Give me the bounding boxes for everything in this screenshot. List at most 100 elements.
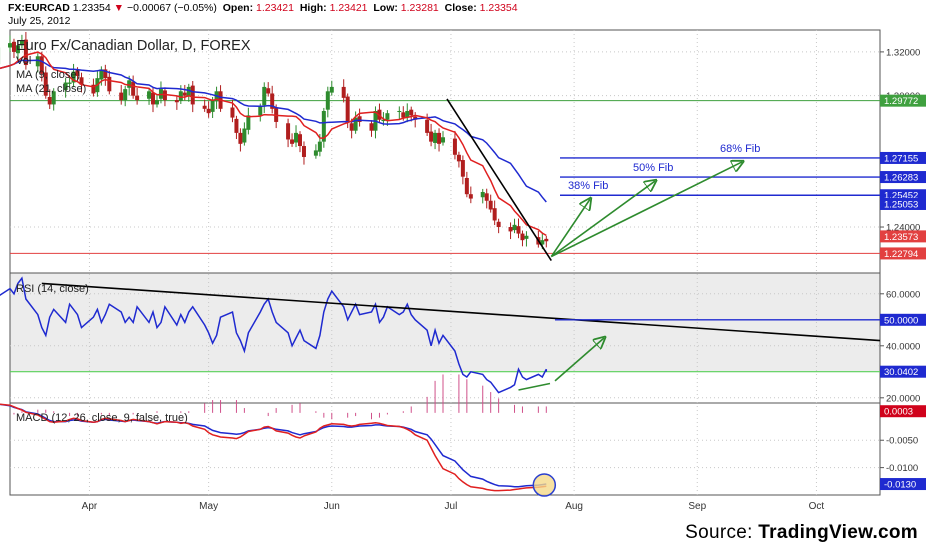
candle-up [262, 86, 267, 106]
candle-up [381, 119, 386, 122]
candle-down [401, 112, 406, 118]
annotation-layer: 38% Fib 50% Fib 68% Fib [41, 98, 881, 391]
price-change: −0.00067 (−0.05%) [126, 2, 217, 14]
candle-up [67, 82, 72, 84]
candle-down [75, 70, 80, 76]
candle-down [409, 109, 414, 116]
axis-value-box [880, 151, 926, 164]
candle-down [43, 72, 48, 96]
axis-value-text: 1.22794 [884, 249, 918, 260]
axis-value-text: -0.0130 [884, 480, 916, 491]
candle-up [71, 71, 76, 83]
candle-up [317, 141, 322, 152]
ma21-line [0, 59, 547, 203]
price-tick-label: 1.24000 [886, 223, 920, 234]
candle-down [270, 93, 275, 109]
axis-value-text: 1.26283 [884, 173, 918, 184]
candle-up [294, 132, 299, 143]
fib-level-label: 38% Fib [568, 180, 608, 192]
rsi-line [0, 276, 548, 394]
candle-down [369, 123, 374, 131]
candle-down [286, 123, 291, 140]
candle-down [103, 69, 108, 79]
high-value: 1.23421 [329, 2, 368, 14]
rsi-pane-title: RSI (14, close) [16, 283, 89, 295]
rsi-tick-label: 20.0000 [886, 393, 920, 404]
axis-value-text: 1.23573 [884, 232, 918, 243]
candle-down [190, 85, 195, 105]
macd-tick-label: -0.0050 [886, 436, 918, 447]
candle-up [329, 86, 334, 93]
low-label: Low: [373, 2, 398, 14]
candle-down [230, 107, 235, 118]
candle-up [8, 43, 12, 48]
candle-up [433, 132, 438, 143]
candle-up [15, 45, 20, 54]
candle-down [301, 146, 306, 157]
candle-down [266, 88, 271, 94]
candle-down [357, 116, 362, 122]
candle-down [464, 177, 469, 195]
candle-down [151, 92, 156, 105]
macd-signal-line [0, 403, 547, 492]
candle-down [174, 100, 179, 103]
axis-value-box [880, 171, 926, 184]
x-tick-label: Jul [445, 501, 458, 512]
close-value: 1.23354 [479, 2, 518, 14]
rsi-projection-arrow [554, 338, 604, 382]
projection-arrow [550, 199, 590, 258]
rsi-tick-label: 40.0000 [886, 341, 920, 352]
legend-ma21: MA (21, close) [16, 83, 86, 95]
candle-up [210, 100, 215, 112]
x-tick-label: Jun [324, 501, 340, 512]
candle-down [39, 56, 44, 74]
candle-up [405, 111, 410, 118]
axis-value-text: 1.29772 [884, 96, 918, 107]
high-label: High: [299, 2, 327, 14]
axis-layer: AprMayJunJulAugSepOct1.240001.300001.320… [82, 47, 926, 512]
axis-value-box [880, 94, 926, 107]
candle-down [345, 96, 350, 122]
legend-vol: Vol [16, 55, 31, 67]
candle-down [23, 39, 28, 66]
downtrend-line [446, 98, 552, 262]
x-tick-label: Apr [82, 501, 98, 512]
candle-up [123, 89, 128, 101]
candle-up [540, 240, 545, 245]
axis-value-box [880, 478, 926, 491]
close-label: Close: [444, 2, 477, 14]
candle-up [242, 128, 247, 143]
candle-down [492, 208, 497, 221]
candle-up [246, 115, 251, 130]
candle-up [325, 91, 330, 110]
price-tick-label: 1.32000 [886, 47, 920, 58]
legend-ma9: MA (9, close) [16, 69, 80, 81]
low-value: 1.23281 [400, 2, 439, 14]
axis-value-box [880, 247, 926, 260]
open-value: 1.23421 [256, 2, 294, 14]
candle-up [480, 192, 485, 198]
macd-layer [0, 374, 557, 497]
candle-up [186, 86, 191, 96]
candle-up [441, 137, 446, 143]
candle-up [154, 100, 159, 105]
candle-up [258, 106, 263, 116]
candle-up [63, 82, 68, 90]
candle-down [488, 200, 493, 210]
axis-value-box [880, 313, 926, 326]
macd-pane-title: MACD (12, 26, close, 9, false, true) [16, 412, 188, 424]
rsi-band [10, 273, 880, 373]
fib-level-label: 50% Fib [633, 162, 673, 174]
rsi-band-group [10, 273, 880, 373]
candle-down [425, 119, 430, 133]
candle-up [313, 150, 318, 156]
candle-up [512, 224, 517, 231]
candle-up [147, 91, 152, 99]
axis-value-text: 1.25053 [884, 199, 918, 210]
axis-value-text: 1.25452 [884, 191, 918, 202]
axis-value-text: 0.0003 [884, 407, 913, 418]
candle-up [35, 56, 40, 67]
axis-value-text: 1.27155 [884, 153, 918, 164]
candle-down [135, 95, 140, 101]
